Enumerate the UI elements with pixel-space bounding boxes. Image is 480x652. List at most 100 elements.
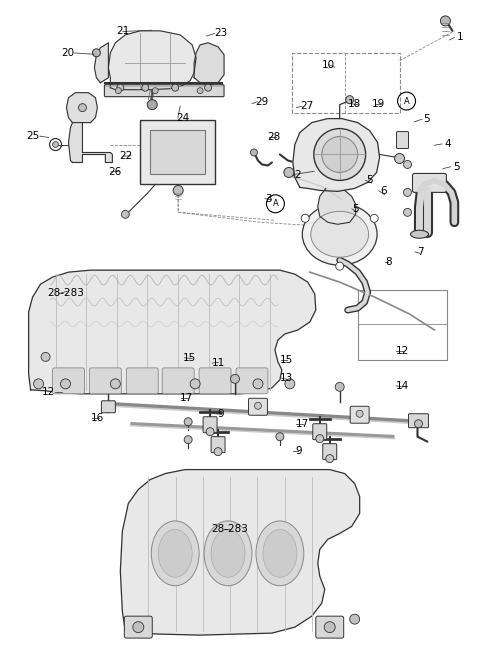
FancyBboxPatch shape [162,368,194,394]
FancyBboxPatch shape [323,443,336,460]
Circle shape [121,211,129,218]
FancyBboxPatch shape [52,368,84,394]
Circle shape [316,435,324,443]
Text: 24: 24 [176,113,189,123]
FancyBboxPatch shape [124,616,152,638]
Polygon shape [108,31,196,90]
Circle shape [93,49,100,57]
FancyBboxPatch shape [236,368,268,394]
FancyBboxPatch shape [101,401,115,413]
Circle shape [184,418,192,426]
FancyBboxPatch shape [199,368,231,394]
FancyBboxPatch shape [408,414,429,428]
Ellipse shape [314,128,366,181]
Polygon shape [120,469,360,635]
Text: 5: 5 [352,204,359,214]
FancyBboxPatch shape [126,368,158,394]
Text: 7: 7 [418,247,424,257]
Ellipse shape [322,136,358,172]
Text: 2: 2 [294,170,301,179]
Polygon shape [194,43,224,85]
Wedge shape [147,100,157,110]
Circle shape [276,433,284,441]
Text: 5: 5 [366,175,372,185]
Text: 3: 3 [265,194,272,203]
Ellipse shape [256,521,304,585]
Circle shape [370,215,378,222]
Text: 28-283: 28-283 [211,524,248,534]
Circle shape [356,410,363,417]
Text: 5: 5 [453,162,460,171]
Ellipse shape [158,529,192,577]
FancyBboxPatch shape [412,173,446,192]
Circle shape [41,353,50,361]
Text: 4: 4 [445,139,452,149]
Polygon shape [67,93,97,123]
Circle shape [336,262,344,270]
Circle shape [60,379,71,389]
Ellipse shape [263,529,297,577]
FancyBboxPatch shape [316,616,344,638]
Circle shape [415,420,422,428]
Circle shape [251,149,257,156]
Circle shape [324,621,335,632]
Ellipse shape [211,529,245,577]
Text: 28-283: 28-283 [47,288,84,299]
Text: 16: 16 [91,413,104,423]
Text: 15: 15 [183,353,196,363]
Text: 27: 27 [300,101,313,111]
Polygon shape [95,43,108,83]
Circle shape [326,454,334,463]
Text: 25: 25 [26,131,40,141]
Polygon shape [293,119,380,192]
Circle shape [350,614,360,624]
Circle shape [441,16,450,26]
FancyBboxPatch shape [211,437,225,452]
Circle shape [335,382,344,391]
Text: 18: 18 [348,98,361,109]
Text: 26: 26 [108,167,121,177]
Text: 12: 12 [396,346,409,356]
Text: 17: 17 [180,393,193,402]
Text: A: A [273,200,278,208]
Text: 1: 1 [457,33,464,42]
Circle shape [214,448,222,456]
Text: 29: 29 [255,96,268,107]
Text: 28: 28 [267,132,280,143]
Text: 9: 9 [217,409,224,419]
Text: 6: 6 [380,186,387,196]
Circle shape [206,428,214,436]
Circle shape [395,153,405,164]
Circle shape [190,379,200,389]
Polygon shape [318,188,356,224]
Ellipse shape [151,521,199,585]
Ellipse shape [410,230,429,238]
Circle shape [253,379,263,389]
Text: 13: 13 [280,373,294,383]
Circle shape [173,185,183,196]
Circle shape [254,402,262,409]
Text: 19: 19 [372,98,385,109]
Text: 10: 10 [322,59,335,70]
FancyBboxPatch shape [249,398,267,415]
Ellipse shape [311,211,369,257]
Circle shape [404,188,411,196]
Circle shape [301,215,309,222]
Circle shape [172,84,179,91]
Circle shape [284,168,294,177]
Ellipse shape [204,521,252,585]
Text: 21: 21 [116,27,130,37]
Text: 9: 9 [295,446,302,456]
Circle shape [285,379,295,389]
Circle shape [204,84,212,91]
FancyBboxPatch shape [89,368,121,394]
Circle shape [184,436,192,443]
FancyBboxPatch shape [140,119,215,185]
Circle shape [52,141,59,147]
FancyBboxPatch shape [396,132,408,149]
FancyBboxPatch shape [203,417,217,433]
Text: 8: 8 [385,258,392,267]
Circle shape [117,84,124,91]
Text: 23: 23 [214,29,228,38]
Circle shape [142,84,149,91]
